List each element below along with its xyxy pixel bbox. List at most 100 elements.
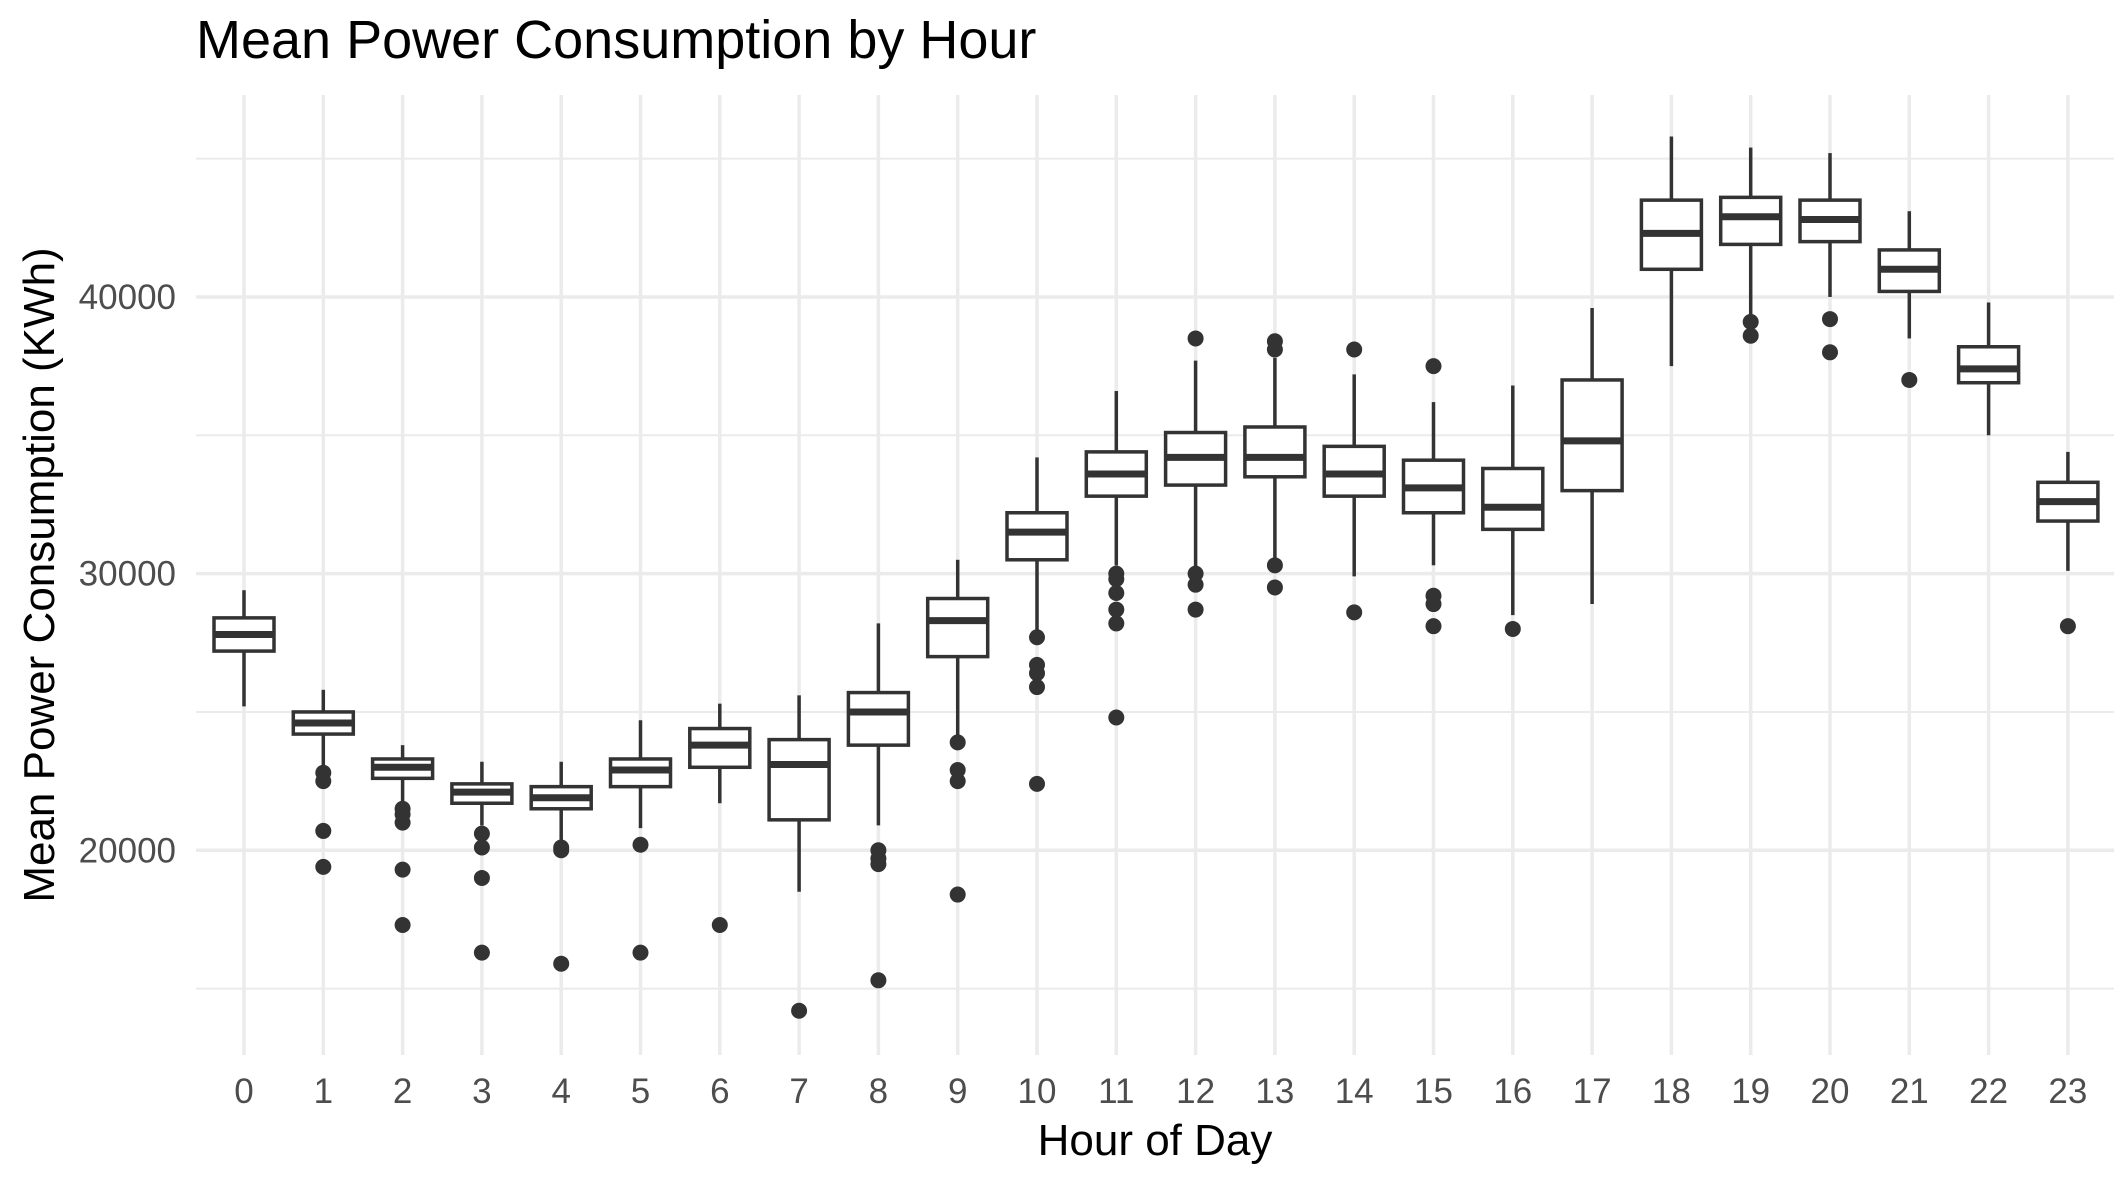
outlier-point [473, 825, 490, 842]
outlier-point [1108, 584, 1125, 601]
x-tick-label: 16 [1493, 1072, 1532, 1111]
outlier-point [1901, 371, 1918, 388]
x-tick-label: 22 [1969, 1072, 2008, 1111]
outlier-point [315, 858, 332, 875]
outlier-point [1108, 709, 1125, 726]
x-tick-label: 9 [948, 1072, 967, 1111]
boxes-layer [212, 136, 2100, 1019]
outlier-point [711, 916, 728, 933]
outlier-point [1108, 615, 1125, 632]
outlier-point [1425, 358, 1442, 375]
outlier-point [1266, 341, 1283, 358]
outlier-point [1742, 327, 1759, 344]
outlier-point [1346, 604, 1363, 621]
box-hour-18 [1639, 136, 1704, 367]
x-tick-label: 21 [1890, 1072, 1929, 1111]
box-hour-20 [1798, 153, 1862, 361]
outlier-point [1187, 601, 1204, 618]
box-hour-16 [1481, 385, 1545, 637]
x-tick-label: 14 [1335, 1072, 1374, 1111]
outlier-point [1029, 775, 1045, 792]
x-tick-label: 13 [1255, 1072, 1294, 1111]
box-hour-11 [1084, 391, 1149, 726]
outlier-point [632, 836, 649, 853]
box-hour-3 [450, 761, 514, 961]
x-tick-label: 17 [1573, 1072, 1612, 1111]
outlier-point [1266, 579, 1283, 596]
box-hour-7 [767, 695, 831, 1019]
outlier-point [791, 1002, 808, 1019]
outlier-point [394, 861, 411, 878]
box-hour-19 [1718, 147, 1783, 344]
box-hour-0 [212, 590, 276, 707]
outlier-point [315, 773, 332, 790]
y-tick-label: 20000 [79, 831, 176, 870]
box-hour-6 [688, 703, 752, 933]
outlier-point [632, 944, 649, 961]
outlier-point [1266, 557, 1283, 574]
box-hour-9 [925, 559, 990, 903]
outlier-point [1029, 629, 1045, 646]
outlier-point [473, 944, 490, 961]
box-hour-14 [1322, 341, 1386, 621]
outlier-point [394, 814, 411, 831]
box-hour-17 [1560, 308, 1624, 605]
iqr-box [1005, 511, 1069, 562]
box-hour-13 [1243, 333, 1307, 596]
outlier-point [949, 886, 966, 903]
outlier-point [2059, 618, 2076, 635]
outlier-point [1822, 344, 1838, 361]
box-hour-15 [1401, 358, 1466, 635]
outlier-point [1187, 330, 1204, 347]
outlier-point [949, 773, 966, 790]
x-tick-label: 6 [710, 1072, 729, 1111]
x-tick-label: 4 [551, 1072, 570, 1111]
box-hour-4 [529, 761, 593, 972]
iqr-box [1560, 378, 1624, 493]
x-tick-label: 23 [2048, 1072, 2087, 1111]
y-tick-label: 40000 [79, 278, 176, 317]
iqr-box [925, 596, 990, 659]
box-hour-22 [1956, 302, 2021, 436]
outlier-point [473, 839, 490, 856]
y-axis-title: Mean Power Consumption (KWh) [15, 247, 64, 902]
outlier-point [1187, 565, 1204, 582]
box-hour-12 [1163, 330, 1228, 618]
x-tick-label: 2 [393, 1072, 412, 1111]
x-tick-label: 15 [1414, 1072, 1453, 1111]
iqr-box [1243, 425, 1307, 479]
x-tick-label: 8 [869, 1072, 888, 1111]
outlier-point [1029, 679, 1045, 696]
outlier-point [1029, 665, 1045, 682]
outlier-point [394, 916, 411, 933]
chart-title: Mean Power Consumption by Hour [196, 10, 1036, 70]
outlier-point [949, 734, 966, 751]
box-hour-5 [608, 720, 673, 961]
outlier-point [949, 762, 966, 779]
x-tick-label: 20 [1811, 1072, 1850, 1111]
box-hour-1 [291, 689, 356, 875]
x-tick-label: 18 [1652, 1072, 1691, 1111]
outlier-point [1822, 311, 1838, 328]
outlier-point [1187, 576, 1204, 593]
outlier-point [553, 842, 570, 859]
x-tick-label: 7 [789, 1072, 808, 1111]
y-tick-label: 30000 [79, 555, 176, 594]
outlier-point [1108, 601, 1125, 618]
x-tick-label: 0 [234, 1072, 253, 1111]
x-tick-label: 1 [314, 1072, 333, 1111]
outlier-point [1108, 571, 1125, 588]
iqr-box [1718, 195, 1783, 247]
iqr-box [1956, 345, 2021, 385]
iqr-box [846, 690, 911, 747]
box-hour-23 [2036, 451, 2100, 635]
outlier-point [1504, 620, 1521, 637]
outlier-point [1742, 313, 1759, 330]
x-tick-label: 5 [631, 1072, 650, 1111]
x-tick-label: 11 [1098, 1072, 1134, 1111]
outlier-point [870, 856, 887, 873]
x-axis-title: Hour of Day [1038, 1116, 1273, 1165]
